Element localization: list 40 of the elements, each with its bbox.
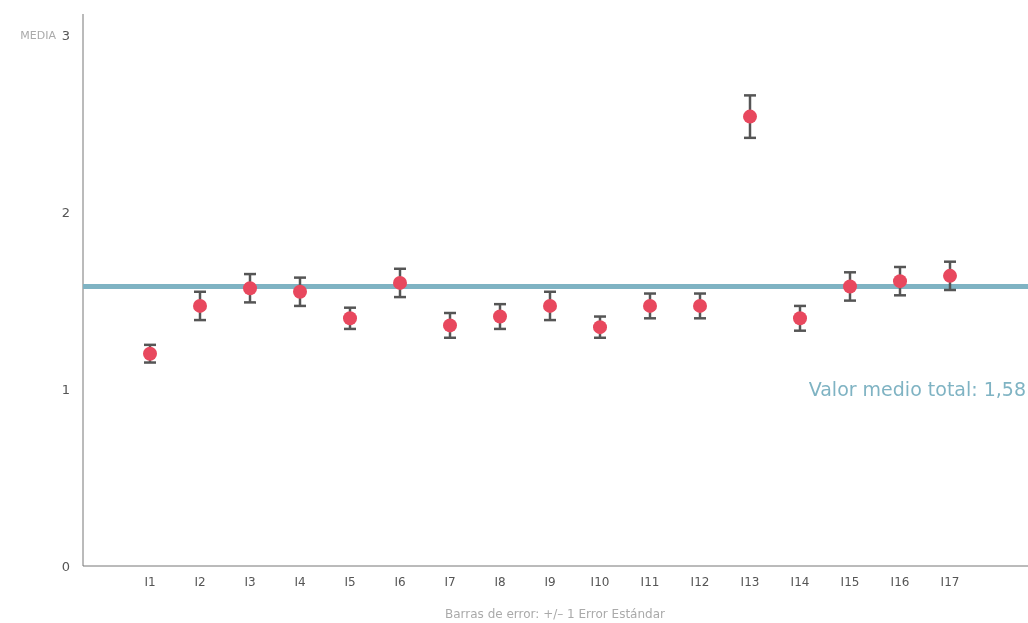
x-tick-label: I9: [544, 575, 556, 589]
x-tick-label: I7: [444, 575, 456, 589]
y-axis-title: MEDIA: [20, 29, 57, 43]
x-tick-label: I8: [494, 575, 506, 589]
point: [543, 298, 557, 313]
y-tick-label: 0: [61, 558, 70, 574]
x-tick-label: I16: [890, 575, 910, 589]
point: [443, 318, 457, 333]
x-tick-label: I5: [344, 575, 356, 589]
x-tick-label: I3: [244, 575, 256, 589]
point: [593, 320, 607, 335]
point: [943, 268, 957, 283]
y-tick-label: 3: [61, 27, 70, 43]
x-tick-label: I17: [940, 575, 960, 589]
point: [243, 281, 257, 296]
point: [493, 309, 507, 324]
point: [743, 109, 757, 124]
x-tick-label: I15: [840, 575, 860, 589]
x-tick-label: I14: [790, 575, 810, 589]
x-tick-label: I12: [690, 575, 710, 589]
ref-line-label: Valor medio total: 1,58: [808, 377, 1026, 400]
x-tick-label: I6: [394, 575, 406, 589]
x-tick-label: I1: [144, 575, 156, 589]
x-tick-label: I4: [294, 575, 306, 589]
x-tick-label: I2: [194, 575, 206, 589]
point: [343, 311, 357, 326]
x-tick-label: I11: [640, 575, 660, 589]
y-tick-label: 2: [61, 204, 70, 220]
point: [193, 298, 207, 313]
point: [693, 298, 707, 313]
point: [293, 284, 307, 299]
point: [893, 274, 907, 289]
point: [793, 311, 807, 326]
text: Barras de error: +/– 1 Error Estándar: [444, 607, 666, 621]
point: [393, 275, 407, 290]
point: [843, 279, 857, 294]
x-tick-label: I10: [590, 575, 610, 589]
x-tick-label: I13: [740, 575, 760, 589]
y-tick-label: 1: [61, 381, 70, 397]
point: [643, 298, 657, 313]
